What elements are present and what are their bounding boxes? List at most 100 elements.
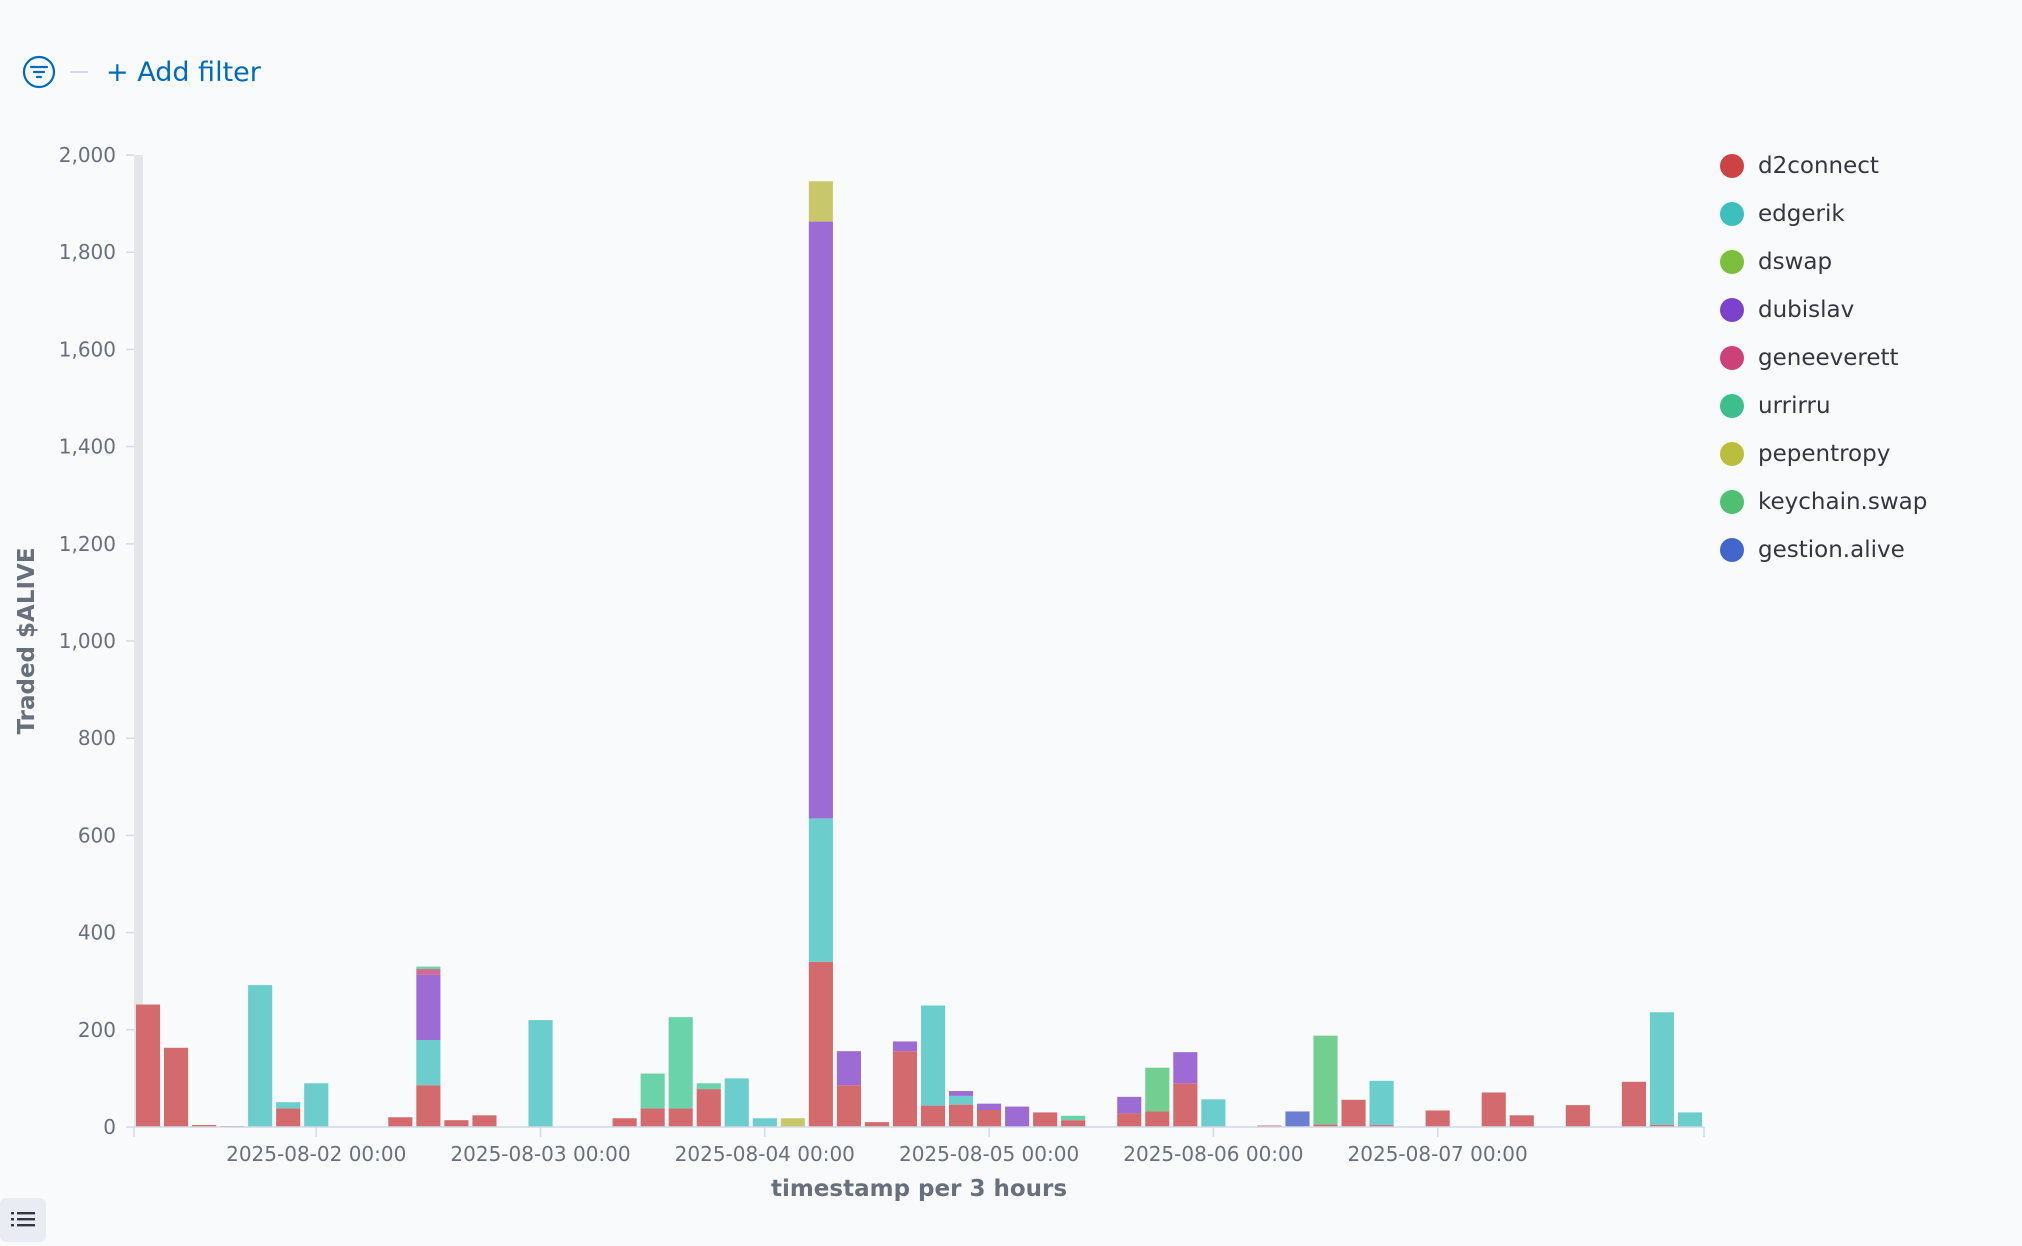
legend-label: urrirru [1758,393,1831,419]
add-filter-button[interactable]: + Add filter [106,56,261,88]
bar-segment-keychain-swap[interactable] [1313,1035,1338,1125]
bar-segment-edgerik[interactable] [920,1005,946,1106]
bar-segment-d2connect[interactable] [416,1085,441,1127]
bar-segment-urrirru[interactable] [696,1083,721,1090]
bar-segment-d2connect[interactable] [1173,1083,1198,1127]
bar-segment-dubislav[interactable] [836,1051,861,1086]
bar-segment-edgerik[interactable] [752,1118,777,1127]
filter-icon[interactable] [22,55,56,89]
bar-segment-d2connect[interactable] [836,1085,861,1127]
bar-segment-d2connect[interactable] [696,1089,721,1127]
bar-segment-gestion-alive[interactable] [1285,1111,1310,1127]
y-tick-label: 600 [78,823,116,847]
bar-segment-edgerik[interactable] [949,1095,974,1105]
legend-item-dswap[interactable]: dswap [1720,238,1927,286]
y-tick-label: 2,000 [59,143,116,167]
bar-segment-d2connect[interactable] [472,1115,497,1127]
legend-item-gestion-alive[interactable]: gestion.alive [1720,526,1927,574]
bar-segment-edgerik[interactable] [1369,1080,1394,1126]
bar-segment-d2connect[interactable] [1145,1111,1170,1127]
bar-segment-d2connect[interactable] [135,1004,161,1127]
bar-segment-edgerik[interactable] [1649,1012,1674,1126]
bar-segment-dubislav[interactable] [892,1041,918,1052]
legend-item-pepentropy[interactable]: pepentropy [1720,430,1927,478]
legend-swatch [1720,394,1744,418]
bar-segment-d2connect[interactable] [640,1108,665,1127]
bar-segment-d2connect[interactable] [808,961,833,1127]
bar-segment-d2connect[interactable] [1565,1105,1590,1127]
bar-segment-edgerik[interactable] [808,818,833,962]
legend-item-d2connect[interactable]: d2connect [1720,142,1927,190]
bar-segment-dubislav[interactable] [808,221,833,819]
bar-segment-urrirru[interactable] [1061,1115,1086,1121]
bar-segment-keychain-swap[interactable] [1145,1067,1170,1112]
bar-segment-edgerik[interactable] [724,1078,749,1127]
bar-segment-pepentropy[interactable] [780,1118,805,1127]
x-tick-label: 2025-08-04 00:00 [675,1142,855,1166]
legend-toggle-button[interactable] [0,1198,46,1242]
y-tick-label: 1,600 [59,337,116,361]
bar-segment-edgerik[interactable] [1201,1099,1226,1127]
bar-segment-d2connect[interactable] [1369,1125,1394,1127]
x-axis-title: timestamp per 3 hours [771,1176,1067,1202]
legend-item-urrirru[interactable]: urrirru [1720,382,1927,430]
bar-segment-d2connect[interactable] [949,1104,974,1127]
legend-swatch [1720,298,1744,322]
x-tick-label: 2025-08-02 00:00 [226,1142,406,1166]
bar-segment-d2connect[interactable] [444,1120,469,1127]
bars-group [135,181,1703,1127]
bar-segment-d2connect[interactable] [388,1117,413,1127]
bar-segment-d2connect[interactable] [1425,1110,1450,1127]
x-tick-label: 2025-08-06 00:00 [1123,1142,1303,1166]
bar-segment-d2connect[interactable] [1621,1081,1646,1127]
bar-segment-d2connect[interactable] [1481,1092,1506,1127]
bar-segment-edgerik[interactable] [304,1083,329,1127]
bar-segment-edgerik[interactable] [248,985,273,1127]
bar-segment-d2connect[interactable] [1061,1120,1086,1127]
y-tick-label: 800 [78,726,116,750]
legend-label: edgerik [1758,201,1845,227]
bar-segment-pepentropy[interactable] [808,181,833,222]
bar-segment-d2connect[interactable] [1033,1112,1058,1127]
bar-segment-urrirru[interactable] [668,1017,693,1109]
legend-item-keychain-swap[interactable]: keychain.swap [1720,478,1927,526]
bar-segment-dubislav[interactable] [1005,1106,1030,1127]
bar-segment-d2connect[interactable] [1313,1124,1338,1127]
legend-item-dubislav[interactable]: dubislav [1720,286,1927,334]
bar-segment-dubislav[interactable] [977,1103,1002,1110]
legend-label: dswap [1758,249,1833,275]
bar-segment-d2connect[interactable] [276,1108,301,1127]
bar-segment-d2connect[interactable] [192,1125,217,1127]
bar-segment-d2connect[interactable] [164,1047,189,1127]
bar-segment-edgerik[interactable] [276,1102,301,1109]
bar-segment-d2connect[interactable] [1117,1113,1142,1127]
bar-segment-d2connect[interactable] [1649,1125,1674,1127]
legend-swatch [1720,346,1744,370]
bar-segment-dubislav[interactable] [1117,1096,1142,1114]
bar-segment-dubislav[interactable] [949,1091,974,1096]
bar-segment-d2connect[interactable] [612,1118,637,1127]
legend-swatch [1720,250,1744,274]
y-tick-label: 1,200 [59,532,116,556]
legend-item-geneeverett[interactable]: geneeverett [1720,334,1927,382]
y-axis-title: Traded $ALIVE [14,547,40,734]
bar-segment-edgerik[interactable] [416,1040,441,1086]
bar-segment-d2connect[interactable] [920,1105,946,1127]
bar-segment-edgerik[interactable] [1677,1112,1703,1127]
bar-segment-urrirru[interactable] [416,966,441,970]
list-icon [11,1212,35,1227]
bar-segment-d2connect[interactable] [864,1122,889,1127]
bar-segment-dubislav[interactable] [1173,1052,1198,1084]
x-tick-label: 2025-08-03 00:00 [450,1142,630,1166]
bar-segment-edgerik[interactable] [528,1020,553,1127]
bar-segment-d2connect[interactable] [1509,1115,1534,1127]
bar-segment-geneeverett[interactable] [416,969,441,975]
bar-segment-d2connect[interactable] [892,1051,918,1127]
bar-segment-d2connect[interactable] [977,1109,1002,1127]
bar-segment-d2connect[interactable] [668,1108,693,1127]
legend-item-edgerik[interactable]: edgerik [1720,190,1927,238]
bar-segment-dubislav[interactable] [416,974,441,1040]
bar-segment-urrirru[interactable] [640,1073,665,1109]
bar-segment-d2connect[interactable] [1341,1099,1366,1127]
